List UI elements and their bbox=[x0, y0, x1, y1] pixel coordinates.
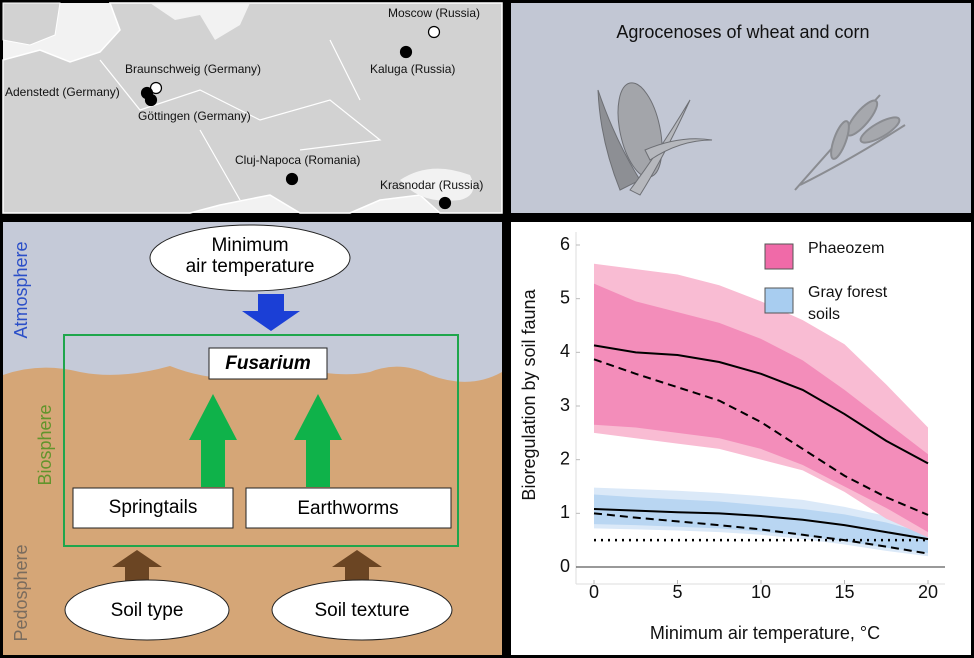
place-label: Adenstedt (Germany) bbox=[5, 85, 120, 99]
arrow bbox=[294, 394, 342, 487]
legend-entry: Phaeozem bbox=[808, 240, 885, 257]
sea bbox=[400, 168, 474, 201]
sea bbox=[150, 3, 250, 40]
x-tick-label: 5 bbox=[672, 582, 682, 602]
legend-entry: Gray forest soils bbox=[808, 284, 888, 323]
legend-label: Phaeozem bbox=[808, 240, 885, 257]
place-label: Moscow (Russia) bbox=[388, 6, 480, 20]
x-axis-label: Minimum air temperature, °C bbox=[650, 623, 880, 643]
legend-label: Gray forest soils bbox=[808, 284, 888, 323]
band bbox=[594, 283, 928, 533]
land bbox=[2, 2, 503, 214]
y-tick-label: 6 bbox=[560, 234, 570, 254]
arrow bbox=[242, 294, 300, 331]
border bbox=[99, 39, 382, 201]
line bbox=[593, 358, 929, 516]
target-label: Fusarium bbox=[225, 353, 311, 374]
driver-label: air temperature bbox=[186, 256, 315, 277]
fauna-node bbox=[245, 487, 452, 529]
place-label: Cluj-Napoca (Romania) bbox=[235, 153, 360, 167]
soil-label: Soil texture bbox=[314, 600, 409, 621]
x-tick-label: 0 bbox=[589, 582, 599, 602]
crops-panel bbox=[511, 3, 971, 213]
legend-swatch bbox=[764, 287, 794, 314]
place-marker bbox=[438, 196, 452, 210]
line bbox=[593, 344, 929, 465]
chart: 0 1 2 3 4 5 6 0 5 10 15 20 Phaeozem Gray forest soils bbox=[560, 232, 945, 602]
place-label: Krasnodar (Russia) bbox=[380, 178, 483, 192]
y-tick-label: 3 bbox=[560, 395, 570, 415]
driver-label: Minimum bbox=[211, 235, 288, 256]
y-tick-label: 1 bbox=[560, 502, 570, 522]
x-tick-label: 10 bbox=[751, 582, 771, 602]
arrow bbox=[332, 550, 382, 585]
land bbox=[2, 2, 61, 46]
place-label: Braunschweig (Germany) bbox=[125, 62, 261, 76]
y-axis-label: Bioregulation by soil fauna bbox=[519, 288, 539, 500]
place-marker bbox=[427, 25, 441, 39]
x-tick-label: 15 bbox=[834, 582, 854, 602]
crops-title: Agrocenoses of wheat and corn bbox=[616, 22, 869, 42]
arrow bbox=[189, 394, 237, 487]
x-tick-label: 20 bbox=[918, 582, 938, 602]
place-marker bbox=[399, 45, 413, 59]
wheat-icon bbox=[794, 94, 906, 191]
band bbox=[594, 494, 928, 554]
line bbox=[593, 512, 929, 555]
soil-label: Soil type bbox=[111, 600, 184, 621]
place-label: Kaluga (Russia) bbox=[370, 62, 455, 76]
fauna-label: Springtails bbox=[109, 497, 198, 518]
y-tick-label: 4 bbox=[560, 341, 570, 361]
legend-swatch bbox=[764, 243, 794, 270]
sphere-label: Biosphere bbox=[35, 404, 55, 485]
place-marker bbox=[144, 93, 158, 107]
y-tick-label: 0 bbox=[560, 556, 570, 576]
target-node bbox=[208, 347, 328, 380]
y-tick-label: 5 bbox=[560, 287, 570, 307]
soil-node bbox=[64, 579, 230, 641]
corn-icon bbox=[597, 82, 713, 196]
place-marker bbox=[285, 172, 299, 186]
sphere-label: Pedosphere bbox=[11, 544, 31, 641]
fauna-label: Earthworms bbox=[297, 498, 398, 519]
fauna-node bbox=[72, 487, 234, 529]
sphere-label: Atmosphere bbox=[11, 241, 31, 338]
line bbox=[593, 508, 929, 541]
place-label: Göttingen (Germany) bbox=[138, 109, 251, 123]
place-marker bbox=[149, 81, 163, 95]
arrow bbox=[112, 550, 162, 585]
driver-node bbox=[149, 224, 351, 292]
biosphere-frame bbox=[63, 334, 459, 547]
y-tick-label: 2 bbox=[560, 448, 570, 468]
soil-node bbox=[271, 579, 453, 641]
